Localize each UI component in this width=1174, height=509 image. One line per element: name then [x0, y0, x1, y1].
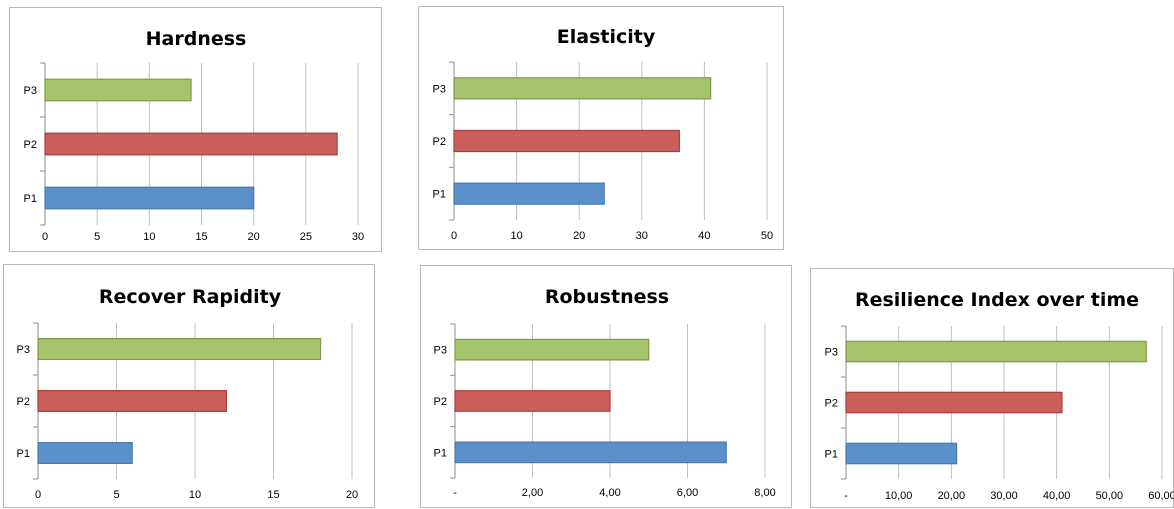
x-tick-label: 20 [248, 231, 260, 243]
chart-title: Robustness [545, 286, 669, 308]
bar-p1 [845, 442, 958, 465]
bar-p1 [454, 441, 727, 464]
x-tick-label: 10 [510, 230, 522, 242]
chart-panel-hardness: Hardness 0 5 10 15 20 25 30 P1 P2 P3 [9, 7, 382, 252]
bar-p1 [37, 442, 133, 465]
chart-title: Elasticity [557, 26, 656, 48]
x-tick-label: - [453, 487, 457, 499]
bar-p2 [44, 132, 338, 156]
y-category-label: P3 [825, 347, 838, 359]
x-tick-label: 50 [761, 230, 773, 242]
y-category-label: P1 [434, 447, 447, 459]
bar-p3 [454, 338, 650, 361]
bar-p2 [37, 389, 227, 412]
y-category-label: P3 [24, 85, 37, 97]
x-tick-label: 5 [94, 231, 100, 243]
x-tick-label: 20,00 [938, 490, 966, 502]
x-tick-label: 0 [42, 231, 48, 243]
x-tick-label: 0 [35, 489, 41, 501]
x-tick-label: 30 [352, 231, 364, 243]
y-category-label: P3 [434, 345, 447, 357]
chart-elasticity: Elasticity 0 10 20 30 40 50 P1 P2 P3 [433, 26, 774, 242]
x-tick-label: 20 [346, 489, 358, 501]
x-tick-label: 15 [195, 231, 207, 243]
chart-title: Recover Rapidity [99, 286, 282, 308]
chart-panel-recover-rapidity: Recover Rapidity 0 5 10 15 20 P1 P2 P3 [3, 264, 375, 508]
x-tick-label: 10 [189, 489, 201, 501]
bar-p3 [37, 337, 322, 360]
x-tick-label: 30,00 [990, 490, 1018, 502]
y-category-label: P1 [433, 189, 446, 201]
x-tick-label: 10 [143, 231, 155, 243]
x-tick-label: 5 [113, 489, 119, 501]
bar-p2 [454, 390, 611, 412]
x-tick-label: 4,00 [599, 487, 620, 499]
chart-panel-robustness: Robustness - 2,00 4,00 6,00 8,00 P1 P2 P3 [420, 265, 792, 508]
bar-p3 [453, 77, 712, 100]
chart-resilience-index: Resilience Index over time - 10,00 20,00 30,… [825, 289, 1174, 502]
y-category-label: P2 [17, 396, 30, 408]
chart-title: Resilience Index over time [855, 289, 1139, 311]
chart-panel-resilience-index: Resilience Index over time - 10,00 20,00 30,… [810, 268, 1174, 508]
x-tick-label: 10,00 [885, 490, 913, 502]
y-category-label: P1 [17, 448, 30, 460]
y-category-label: P2 [434, 396, 447, 408]
x-tick-label: - [844, 490, 848, 502]
x-tick-label: 6,00 [677, 487, 698, 499]
bar-p3 [44, 78, 192, 102]
bar-p2 [453, 129, 680, 153]
y-category-label: P2 [825, 398, 838, 410]
bar-p1 [453, 182, 605, 205]
chart-hardness: Hardness 0 5 10 15 20 25 30 P1 P2 P3 [24, 28, 365, 243]
chart-panel-elasticity: Elasticity 0 10 20 30 40 50 P1 P2 P3 [418, 6, 784, 250]
x-tick-label: 20 [573, 230, 585, 242]
y-category-label: P3 [433, 83, 446, 95]
bar-p1 [44, 186, 255, 210]
y-category-label: P2 [24, 139, 37, 151]
x-tick-label: 15 [267, 489, 279, 501]
chart-recover-rapidity: Recover Rapidity 0 5 10 15 20 P1 P2 P3 [17, 286, 359, 501]
y-category-label: P1 [24, 193, 37, 205]
y-category-label: P3 [17, 344, 30, 356]
y-category-label: P2 [433, 136, 446, 148]
x-tick-label: 40,00 [1043, 490, 1071, 502]
x-tick-label: 0 [451, 230, 457, 242]
x-tick-label: 8,00 [754, 487, 775, 499]
x-tick-label: 2,00 [522, 487, 543, 499]
x-tick-label: 30 [636, 230, 648, 242]
x-tick-label: 40 [698, 230, 710, 242]
x-tick-label: 50,00 [1096, 490, 1124, 502]
bar-p2 [845, 391, 1063, 414]
bar-p3 [845, 340, 1147, 363]
y-category-label: P1 [825, 449, 838, 461]
chart-robustness: Robustness - 2,00 4,00 6,00 8,00 P1 P2 P3 [434, 286, 776, 499]
chart-title: Hardness [146, 28, 247, 50]
x-tick-label: 25 [300, 231, 312, 243]
x-tick-label: 60,00 [1148, 490, 1174, 502]
